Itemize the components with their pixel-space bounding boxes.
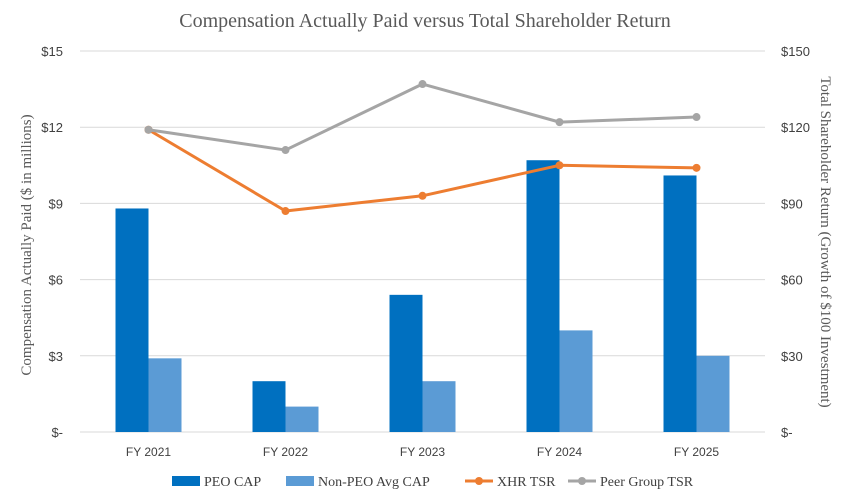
- legend: PEO CAP Non-PEO Avg CAP XHR TSR Peer Group …: [172, 475, 694, 490]
- y2-tick-label: $60: [781, 273, 803, 288]
- x-tick-label: FY 2024: [537, 445, 582, 459]
- line-peer-group-tsr: [148, 82, 697, 152]
- y2-tick-label: $30: [781, 349, 803, 364]
- bar-non-peo-avg-cap: [696, 355, 730, 432]
- y-tick-label: $3: [49, 349, 63, 364]
- x-tick-label: FY 2022: [263, 445, 308, 459]
- bar-marks: [115, 160, 730, 432]
- x-tick-label: FY 2023: [400, 445, 445, 459]
- y2-tick-label: $90: [781, 196, 803, 211]
- y-tick-label: $-: [51, 425, 63, 440]
- bar-peo-cap: [526, 160, 560, 432]
- point-peer-group-tsr: [281, 146, 290, 155]
- y-tick-label: $9: [49, 196, 63, 211]
- y2-tick-label: $150: [781, 44, 810, 59]
- bar-non-peo-avg-cap: [148, 358, 182, 432]
- y-axis-right-ticks: $- $30 $60 $90 $120 $150: [781, 44, 810, 440]
- y-tick-label: $15: [41, 44, 63, 59]
- y-axis-left-title: Compensation Actually Paid ($ in million…: [19, 114, 35, 375]
- bar-non-peo-avg-cap: [559, 330, 593, 432]
- point-peer-group-tsr: [144, 125, 153, 134]
- chart-title: Compensation Actually Paid versus Total …: [179, 10, 670, 32]
- legend-marker-xhr-tsr: [475, 477, 483, 485]
- legend-marker-peer-group-tsr: [578, 477, 586, 485]
- legend-label-peo-cap: PEO CAP: [204, 475, 261, 490]
- y-axis-right-title: Total Shareholder Return (Growth of $100…: [817, 76, 833, 407]
- point-peer-group-tsr: [555, 118, 564, 127]
- y2-tick-label: $-: [781, 425, 793, 440]
- bar-peo-cap: [663, 175, 697, 432]
- y-tick-label: $6: [49, 273, 63, 288]
- point-xhr-tsr: [418, 191, 427, 200]
- bar-peo-cap: [115, 208, 149, 432]
- y2-tick-label: $120: [781, 120, 810, 135]
- point-xhr-tsr: [555, 161, 564, 170]
- x-tick-label: FY 2021: [126, 445, 171, 459]
- y-axis-left-ticks: $- $3 $6 $9 $12 $15: [41, 44, 63, 440]
- gridlines: [80, 50, 765, 433]
- bar-non-peo-avg-cap: [285, 406, 319, 432]
- legend-label-peer-group-tsr: Peer Group TSR: [600, 475, 694, 490]
- x-tick-label: FY 2025: [674, 445, 719, 459]
- legend-label-xhr-tsr: XHR TSR: [497, 475, 556, 490]
- bar-non-peo-avg-cap: [422, 381, 456, 432]
- point-peer-group-tsr: [692, 113, 701, 122]
- point-peer-group-tsr: [418, 80, 427, 89]
- point-xhr-tsr: [692, 163, 701, 172]
- bar-peo-cap: [389, 294, 423, 432]
- x-axis-ticks: FY 2021 FY 2022 FY 2023 FY 2024 FY 2025: [126, 445, 719, 459]
- point-xhr-tsr: [281, 207, 290, 216]
- bar-peo-cap: [252, 381, 286, 432]
- y-tick-label: $12: [41, 120, 63, 135]
- legend-swatch-non-peo-avg-cap: [286, 476, 314, 486]
- line-marks: [144, 80, 701, 216]
- legend-label-non-peo-avg-cap: Non-PEO Avg CAP: [318, 475, 430, 490]
- legend-swatch-peo-cap: [172, 476, 200, 486]
